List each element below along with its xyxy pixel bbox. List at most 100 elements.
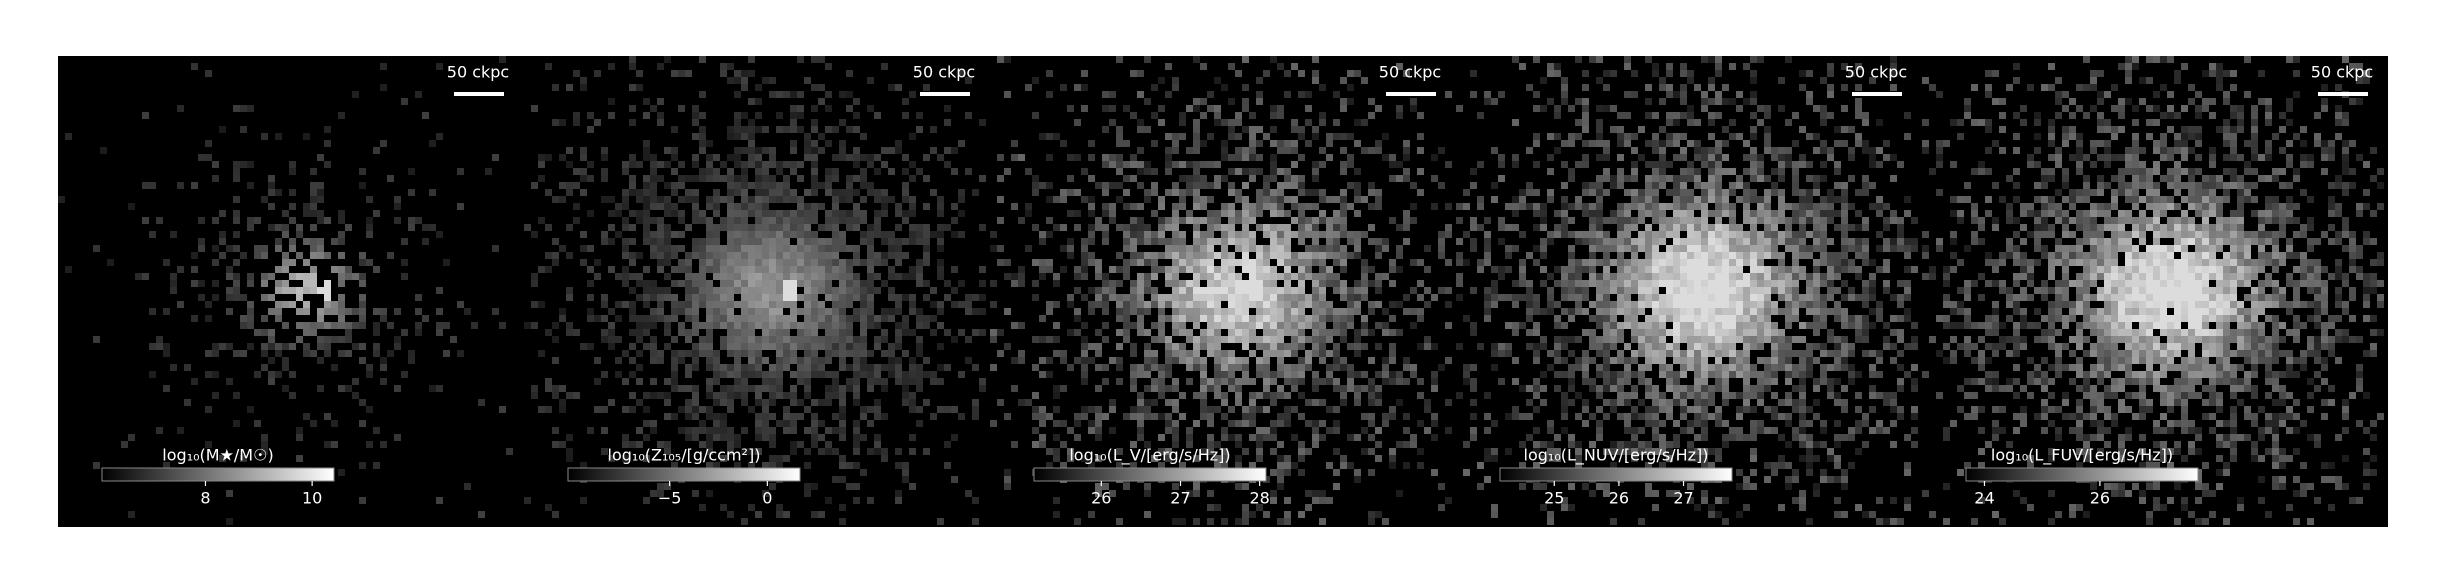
pixel bbox=[1722, 196, 1729, 203]
pixel bbox=[289, 238, 296, 245]
pixel bbox=[713, 154, 720, 161]
pixel bbox=[1666, 231, 1673, 238]
pixel bbox=[797, 308, 804, 315]
pixel bbox=[373, 427, 380, 434]
pixel bbox=[846, 364, 853, 371]
pixel bbox=[776, 238, 783, 245]
pixel bbox=[1505, 245, 1512, 252]
pixel bbox=[1165, 301, 1172, 308]
pixel bbox=[1417, 448, 1424, 455]
pixel bbox=[678, 406, 685, 413]
pixel bbox=[443, 350, 450, 357]
pixel bbox=[685, 399, 692, 406]
pixel bbox=[1249, 462, 1256, 469]
pixel bbox=[1659, 266, 1666, 273]
pixel bbox=[643, 147, 650, 154]
pixel bbox=[545, 385, 552, 392]
pixel bbox=[650, 357, 657, 364]
pixel bbox=[748, 364, 755, 371]
pixel bbox=[1694, 224, 1701, 231]
pixel bbox=[1904, 238, 1911, 245]
pixel bbox=[990, 245, 997, 252]
pixel bbox=[1354, 287, 1361, 294]
pixel bbox=[1249, 133, 1256, 140]
pixel bbox=[1144, 280, 1151, 287]
pixel bbox=[1813, 287, 1820, 294]
pixel bbox=[1715, 280, 1722, 287]
pixel bbox=[359, 420, 366, 427]
pixel bbox=[1298, 210, 1305, 217]
pixel bbox=[832, 210, 839, 217]
pixel bbox=[1582, 84, 1589, 91]
pixel bbox=[1333, 308, 1340, 315]
pixel bbox=[177, 105, 184, 112]
pixel bbox=[303, 203, 310, 210]
pixel bbox=[825, 329, 832, 336]
pixel bbox=[699, 147, 706, 154]
pixel bbox=[1046, 413, 1053, 420]
pixel bbox=[734, 364, 741, 371]
pixel bbox=[1715, 252, 1722, 259]
pixel bbox=[1053, 133, 1060, 140]
pixel bbox=[219, 343, 226, 350]
pixel bbox=[1165, 294, 1172, 301]
pixel bbox=[629, 63, 636, 70]
pixel bbox=[783, 350, 790, 357]
pixel bbox=[1841, 231, 1848, 238]
pixel bbox=[1011, 203, 1018, 210]
pixel bbox=[755, 511, 762, 518]
pixel bbox=[1207, 133, 1214, 140]
pixel bbox=[1200, 161, 1207, 168]
pixel bbox=[1249, 336, 1256, 343]
pixel bbox=[1806, 217, 1813, 224]
pixel bbox=[997, 245, 1004, 252]
pixel bbox=[1757, 301, 1764, 308]
pixel bbox=[324, 336, 331, 343]
pixel bbox=[867, 238, 874, 245]
pixel bbox=[783, 287, 790, 294]
pixel bbox=[338, 385, 345, 392]
pixel bbox=[1526, 147, 1533, 154]
pixel bbox=[1396, 441, 1403, 448]
pixel bbox=[1561, 182, 1568, 189]
pixel bbox=[1277, 476, 1284, 483]
pixel bbox=[1221, 140, 1228, 147]
pixel bbox=[937, 231, 944, 238]
pixel bbox=[797, 266, 804, 273]
pixel bbox=[1680, 168, 1687, 175]
pixel bbox=[748, 385, 755, 392]
pixel bbox=[1025, 203, 1032, 210]
pixel bbox=[1193, 98, 1200, 105]
pixel bbox=[1680, 210, 1687, 217]
pixel bbox=[951, 168, 958, 175]
pixel bbox=[1319, 518, 1326, 525]
pixel bbox=[1312, 126, 1319, 133]
pixel bbox=[1561, 161, 1568, 168]
pixel bbox=[1207, 259, 1214, 266]
pixel bbox=[1575, 308, 1582, 315]
pixel bbox=[860, 294, 867, 301]
pixel bbox=[1095, 427, 1102, 434]
pixel bbox=[1596, 56, 1603, 63]
pixel bbox=[1060, 350, 1067, 357]
pixel bbox=[1582, 126, 1589, 133]
pixel bbox=[727, 189, 734, 196]
pixel bbox=[1862, 238, 1869, 245]
pixel bbox=[1312, 371, 1319, 378]
pixel bbox=[944, 224, 951, 231]
pixel bbox=[895, 497, 902, 504]
pixel bbox=[734, 273, 741, 280]
pixel bbox=[1911, 266, 1918, 273]
pixel bbox=[699, 273, 706, 280]
pixel bbox=[1403, 427, 1410, 434]
pixel bbox=[177, 266, 184, 273]
pixel bbox=[1270, 203, 1277, 210]
pixel bbox=[1750, 126, 1757, 133]
pixel bbox=[1799, 252, 1806, 259]
pixel bbox=[1200, 308, 1207, 315]
pixel bbox=[1263, 280, 1270, 287]
pixel bbox=[1137, 224, 1144, 231]
pixel bbox=[1547, 308, 1554, 315]
pixel bbox=[1666, 280, 1673, 287]
pixel bbox=[457, 203, 464, 210]
